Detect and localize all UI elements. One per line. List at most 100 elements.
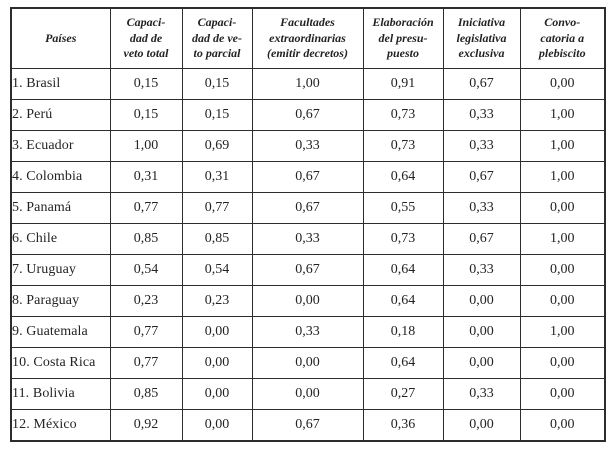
value-cell: 1,00 [519,316,606,348]
column-header-plebiscito: Convo- catoria a plebiscito [519,7,606,69]
value-cell: 0,15 [181,68,253,100]
value-cell: 0,23 [109,285,183,317]
value-cell: 0,33 [442,378,521,410]
value-cell: 0,33 [442,192,521,224]
value-cell: 1,00 [519,223,606,255]
column-header-paises: Países [10,7,111,69]
table-row: 12. México 0,92 0,00 0,67 0,36 0,00 0,00 [10,409,606,442]
value-cell: 0,00 [519,378,606,410]
value-cell: 0,00 [519,409,606,442]
value-cell: 0,69 [181,130,253,162]
country-cell: 8. Paraguay [10,285,111,317]
table-row: 8. Paraguay 0,23 0,23 0,00 0,64 0,00 0,00 [10,285,606,317]
value-cell: 0,31 [109,161,183,193]
value-cell: 0,77 [109,192,183,224]
value-cell: 0,23 [181,285,253,317]
value-cell: 0,67 [251,192,364,224]
value-cell: 0,55 [362,192,444,224]
country-cell: 9. Guatemala [10,316,111,348]
value-cell: 0,67 [251,409,364,442]
country-cell: 10. Costa Rica [10,347,111,379]
value-cell: 0,00 [442,285,521,317]
value-cell: 0,00 [251,285,364,317]
value-cell: 0,33 [251,130,364,162]
column-header-veto-parcial: Capaci- dad de ve- to parcial [181,7,253,69]
value-cell: 0,54 [109,254,183,286]
table-row: 11. Bolivia 0,85 0,00 0,00 0,27 0,33 0,00 [10,378,606,410]
value-cell: 0,67 [251,99,364,131]
value-cell: 0,67 [442,161,521,193]
value-cell: 0,00 [519,254,606,286]
value-cell: 0,33 [251,316,364,348]
value-cell: 0,64 [362,285,444,317]
country-cell: 5. Panamá [10,192,111,224]
country-cell: 4. Colombia [10,161,111,193]
value-cell: 0,00 [519,192,606,224]
value-cell: 0,15 [109,68,183,100]
value-cell: 0,00 [519,285,606,317]
column-header-presupuesto: Elaboración del presu- puesto [362,7,444,69]
value-cell: 0,15 [181,99,253,131]
country-cell: 6. Chile [10,223,111,255]
value-cell: 0,64 [362,347,444,379]
value-cell: 1,00 [519,99,606,131]
value-cell: 0,33 [442,99,521,131]
country-cell: 2. Perú [10,99,111,131]
value-cell: 0,00 [181,409,253,442]
value-cell: 0,00 [181,347,253,379]
value-cell: 0,33 [442,130,521,162]
value-cell: 0,91 [362,68,444,100]
value-cell: 0,85 [109,378,183,410]
table-row: 4. Colombia 0,31 0,31 0,67 0,64 0,67 1,00 [10,161,606,193]
value-cell: 0,00 [251,378,364,410]
value-cell: 0,77 [109,347,183,379]
value-cell: 1,00 [109,130,183,162]
value-cell: 0,00 [442,347,521,379]
table-row: 10. Costa Rica 0,77 0,00 0,00 0,64 0,00 0,00 [10,347,606,379]
value-cell: 0,00 [442,409,521,442]
value-cell: 0,77 [181,192,253,224]
value-cell: 0,77 [109,316,183,348]
country-cell: 3. Ecuador [10,130,111,162]
value-cell: 0,67 [442,68,521,100]
table-row: 3. Ecuador 1,00 0,69 0,33 0,73 0,33 1,00 [10,130,606,162]
value-cell: 0,00 [181,316,253,348]
value-cell: 0,00 [519,347,606,379]
value-cell: 0,73 [362,223,444,255]
value-cell: 0,33 [251,223,364,255]
value-cell: 0,67 [251,161,364,193]
table-row: 2. Perú 0,15 0,15 0,67 0,73 0,33 1,00 [10,99,606,131]
country-cell: 7. Uruguay [10,254,111,286]
value-cell: 0,92 [109,409,183,442]
value-cell: 0,00 [251,347,364,379]
country-cell: 1. Brasil [10,68,111,100]
value-cell: 0,00 [519,68,606,100]
country-cell: 11. Bolivia [10,378,111,410]
header-row: Países Capaci- dad de veto total Capaci-… [10,7,606,69]
value-cell: 0,54 [181,254,253,286]
value-cell: 0,85 [109,223,183,255]
value-cell: 0,73 [362,99,444,131]
value-cell: 1,00 [519,161,606,193]
value-cell: 0,73 [362,130,444,162]
value-cell: 0,67 [251,254,364,286]
table-row: 5. Panamá 0,77 0,77 0,67 0,55 0,33 0,00 [10,192,606,224]
value-cell: 0,31 [181,161,253,193]
column-header-facultades: Facultades extraordinarias (emitir decre… [251,7,364,69]
value-cell: 0,36 [362,409,444,442]
table-row: 6. Chile 0,85 0,85 0,33 0,73 0,67 1,00 [10,223,606,255]
value-cell: 0,00 [181,378,253,410]
value-cell: 0,18 [362,316,444,348]
value-cell: 0,33 [442,254,521,286]
presidential-powers-table: Países Capaci- dad de veto total Capaci-… [10,7,606,442]
column-header-iniciativa: Iniciativa legislativa exclusiva [442,7,521,69]
table-row: 7. Uruguay 0,54 0,54 0,67 0,64 0,33 0,00 [10,254,606,286]
value-cell: 1,00 [251,68,364,100]
country-cell: 12. México [10,409,111,442]
value-cell: 0,00 [442,316,521,348]
value-cell: 0,67 [442,223,521,255]
value-cell: 0,64 [362,161,444,193]
value-cell: 1,00 [519,130,606,162]
value-cell: 0,64 [362,254,444,286]
value-cell: 0,15 [109,99,183,131]
